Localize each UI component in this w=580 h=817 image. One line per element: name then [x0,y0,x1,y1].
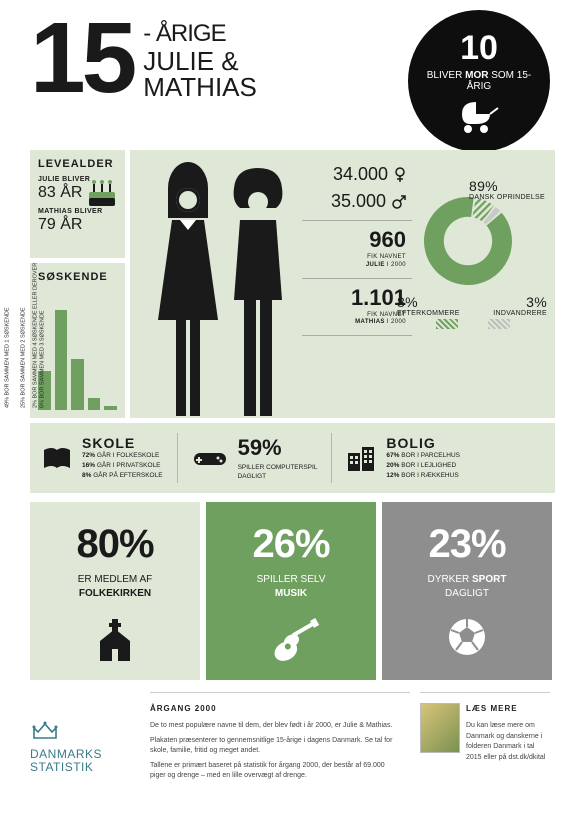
main-panel: 34.000 35.000 960 FIK NAVNET JULIE I 200… [130,150,555,418]
bolig-block: BOLIG 67% BOR I PARCELHUS20% BOR I LEJLI… [346,435,460,480]
guitar-icon [261,615,321,665]
levealder-title: LEVEALDER [38,158,117,170]
skole-title: SKOLE [82,435,163,451]
mathias-age: 79 ÅR [38,216,117,234]
skole-block: SKOLE 72% GÅR I FOLKESKOLE16% GÅR I PRIV… [42,435,163,480]
soskende-title: SØSKENDE [38,271,117,283]
skole-lines: 72% GÅR I FOLKESKOLE16% GÅR I PRIVATSKOL… [82,451,163,480]
siblings-bars: 19% BOR SAMMEN MED 0 SØSKENDE49% BOR SAM… [38,300,117,410]
siblings-bar: 2% BOR SAMMEN MED 4 SØSKENDE ELLER DEROV… [104,406,117,410]
footer-readmore: LÆS MERE Du kan læse mere om Danmark og … [420,692,550,802]
male-count: 35.000 [302,191,412,212]
bolig-title: BOLIG [386,435,460,451]
big-three-row: 80% ER MEDLEM AFFOLKEKIRKEN 26% SPILLER … [30,502,552,680]
crown-icon [30,720,60,742]
gaming-pct: 59% [238,435,318,461]
badge-number: 10 [460,29,498,68]
headline-name1: JULIE & [143,48,257,74]
mathias-name-stat: 1.101 FIK NAVNET MATHIAS I 2000 [302,287,412,328]
gamepad-icon [192,447,228,469]
building-icon [346,443,376,473]
donut-label-efter: 8% EFTERKOMMERE [397,294,460,317]
gaming-sub: SPILLER COMPUTERSPILDAGLIGT [238,463,318,481]
cake-icon [85,178,119,208]
siblings-bar: 6% BOR SAMMEN MED 3 SØSKENDE [88,398,101,410]
origin-donut: 89% DANSK OPRINDELSE 8% EFTERKOMMERE 3% … [403,176,543,311]
headline-suffix: - ÅRIGE [143,20,257,48]
headline-number: 15 [30,18,133,98]
stroller-icon [456,100,502,134]
siblings-bar: 25% BOR SAMMEN MED 2 SØSKENDE [71,359,84,410]
music-card: 26% SPILLER SELVMUSIK [206,502,376,680]
school-gaming-housing-row: SKOLE 72% GÅR I FOLKESKOLE16% GÅR I PRIV… [30,423,555,493]
siblings-panel: SØSKENDE 19% BOR SAMMEN MED 0 SØSKENDE49… [30,263,125,418]
bolig-lines: 67% BOR I PARCELHUS20% BOR I LEJLIGHED12… [386,451,460,480]
people-icon [140,158,300,418]
siblings-bar: 49% BOR SAMMEN MED 1 SØSKENDE [55,310,68,410]
booklet-thumb [420,703,460,753]
church-card: 80% ER MEDLEM AFFOLKEKIRKEN [30,502,200,680]
gaming-block: 59% SPILLER COMPUTERSPILDAGLIGT [192,435,318,481]
julie-name-stat: 960 FIK NAVNET JULIE I 2000 [302,229,412,270]
headline-text: - ÅRIGE JULIE & MATHIAS [143,18,257,100]
headline-name2: MATHIAS [143,74,257,100]
book-icon [42,446,72,470]
football-icon [445,615,489,659]
life-expectancy-panel: LEVEALDER JULIE BLIVER 83 ÅR MATHIAS BLI… [30,150,125,258]
female-count: 34.000 [302,164,412,185]
footer: DANMARKSSTATISTIK ÅRGANG 2000 De to mest… [30,692,550,802]
church-icon [90,615,140,665]
donut-label-indv: 3% INDVANDRERE [493,294,547,317]
donut-label-dansk: 89% DANSK OPRINDELSE [469,178,545,201]
population-stats: 34.000 35.000 960 FIK NAVNET JULIE I 200… [302,164,412,344]
footer-description: ÅRGANG 2000 De to mest populære navne ti… [150,692,410,802]
mother-badge: 10 BLIVER MOR SOM 15-ÅRIG [408,10,550,152]
header: 15 - ÅRIGE JULIE & MATHIAS 10 BLIVER MOR… [0,0,580,110]
mathias-label: MATHIAS BLIVER [38,208,117,215]
badge-caption: BLIVER MOR SOM 15-ÅRIG [418,70,540,92]
logo-block: DANMARKSSTATISTIK [30,692,140,802]
sport-card: 23% DYRKER SPORTDAGLIGT [382,502,552,680]
